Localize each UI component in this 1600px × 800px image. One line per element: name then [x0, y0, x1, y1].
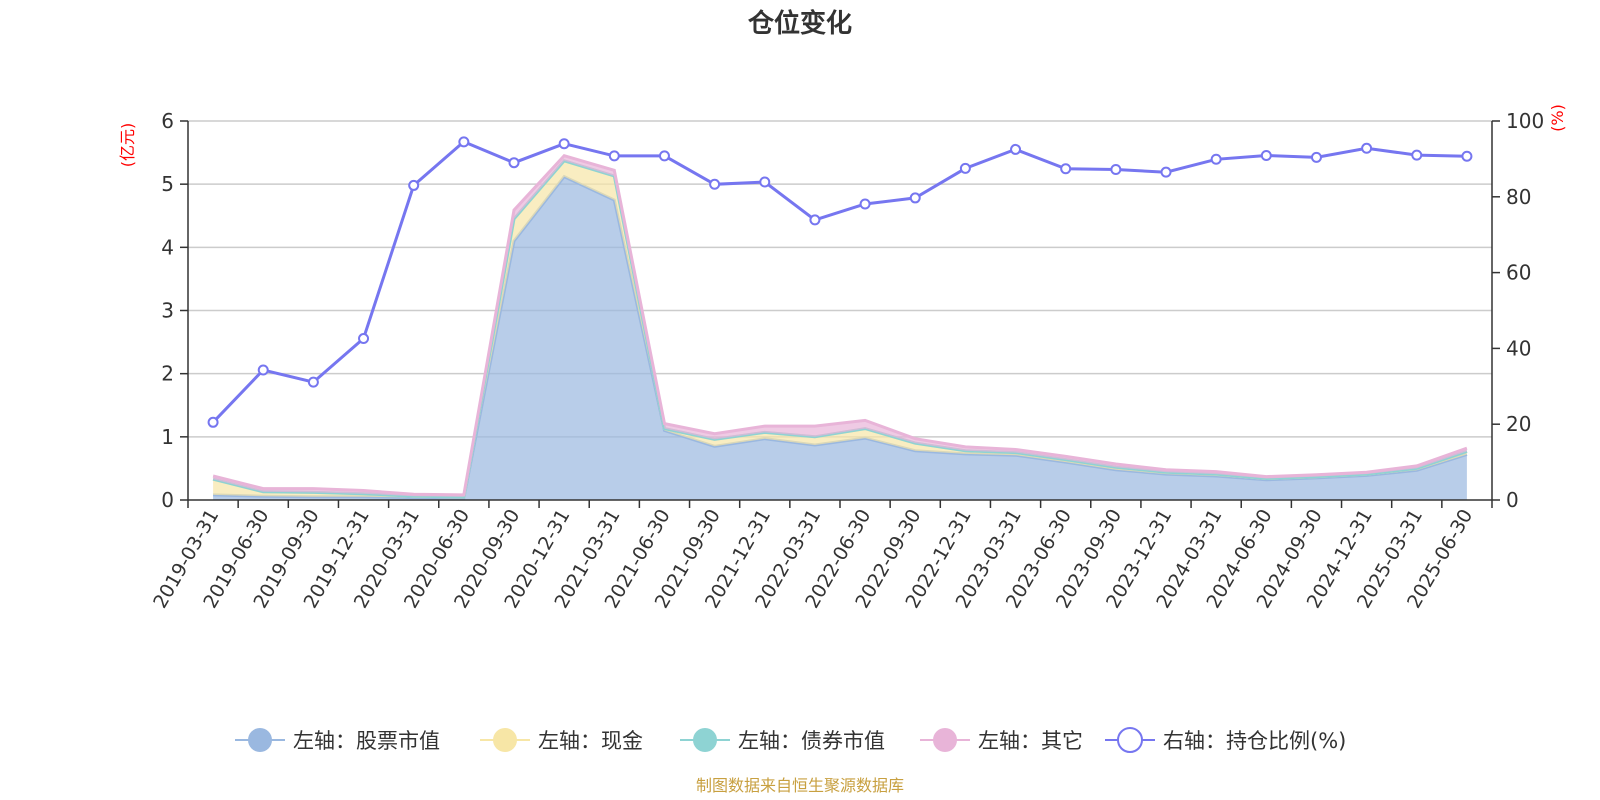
ratio-point: [1010, 143, 1022, 155]
legend-label: 左轴：其它: [978, 729, 1083, 753]
position-ratio-line: [207, 136, 1473, 428]
ratio-point: [1110, 164, 1122, 176]
legend-marker: [933, 728, 957, 752]
legend-marker: [1117, 727, 1143, 753]
right-tick-label: 40: [1506, 336, 1531, 360]
area-左轴：其它: [213, 155, 1467, 497]
area-series: [212, 153, 1468, 500]
legend-item: 左轴：债券市值: [680, 728, 885, 753]
ratio-point: [1160, 166, 1172, 178]
legend-label: 左轴：现金: [538, 729, 643, 753]
ratio-point: [759, 176, 771, 188]
ratio-point: [257, 364, 269, 376]
ratio-point: [508, 157, 520, 169]
ratio-point: [959, 162, 971, 174]
legend: 左轴：股票市值 左轴：现金 左轴：债券市值 左轴：其它 右轴：持仓比例(%): [235, 727, 1346, 753]
legend-item: 右轴：持仓比例(%): [1105, 727, 1346, 753]
legend-marker: [493, 728, 517, 752]
legend-label: 左轴：股票市值: [293, 729, 440, 753]
right-tick-label: 20: [1506, 412, 1531, 436]
ratio-point: [1361, 142, 1373, 154]
legend-marker: [693, 728, 717, 752]
ratio-point: [608, 150, 620, 162]
ratio-point: [1461, 150, 1473, 162]
ratio-point: [1210, 153, 1222, 165]
area-edge-左轴：其它: [212, 153, 1468, 497]
ratio-point: [1060, 163, 1072, 175]
ratio-point: [1411, 149, 1423, 161]
left-tick-label: 3: [161, 299, 174, 323]
ratio-point: [909, 192, 921, 204]
source-note: 制图数据来自恒生聚源数据库: [696, 776, 904, 795]
legend-label: 左轴：债券市值: [738, 729, 885, 753]
right-axis-unit: (%): [1548, 104, 1567, 132]
right-tick-label: 60: [1506, 261, 1531, 285]
left-tick-label: 4: [161, 235, 174, 259]
ratio-point: [307, 376, 319, 388]
x-axis-ticks: 2019-03-312019-06-302019-09-302019-12-31…: [149, 500, 1493, 612]
area-左轴：股票市值: [213, 176, 1467, 500]
right-axis-ticks: 0 20 40 60 80 100: [1492, 109, 1544, 512]
legend-item: 左轴：股票市值: [235, 728, 440, 753]
ratio-point: [558, 138, 570, 150]
ratio-point: [709, 178, 721, 190]
right-tick-label: 0: [1506, 488, 1519, 512]
left-tick-label: 2: [161, 362, 174, 386]
ratio-point: [207, 416, 219, 428]
ratio-point: [358, 333, 370, 345]
ratio-point: [1260, 149, 1272, 161]
ratio-point: [658, 150, 670, 162]
left-axis-ticks: 0 1 2 3 4 5 6: [161, 109, 188, 512]
ratio-line-path: [212, 140, 1467, 424]
legend-item: 左轴：现金: [480, 728, 643, 753]
left-tick-label: 5: [161, 172, 174, 196]
right-tick-label: 100: [1506, 109, 1544, 133]
left-tick-label: 1: [161, 425, 174, 449]
chart-title: 仓位变化: [747, 8, 852, 39]
ratio-point: [1310, 151, 1322, 163]
left-axis-unit: (亿元): [118, 123, 137, 168]
grid-lines: [188, 120, 1492, 438]
left-tick-label: 0: [161, 488, 174, 512]
ratio-point: [859, 198, 871, 210]
ratio-point: [458, 136, 470, 148]
legend-marker: [248, 728, 272, 752]
legend-label: 右轴：持仓比例(%): [1163, 729, 1346, 753]
left-tick-label: 6: [161, 109, 174, 133]
right-tick-label: 80: [1506, 185, 1531, 209]
legend-item: 左轴：其它: [920, 728, 1083, 753]
ratio-point: [809, 214, 821, 226]
ratio-point: [408, 179, 420, 191]
